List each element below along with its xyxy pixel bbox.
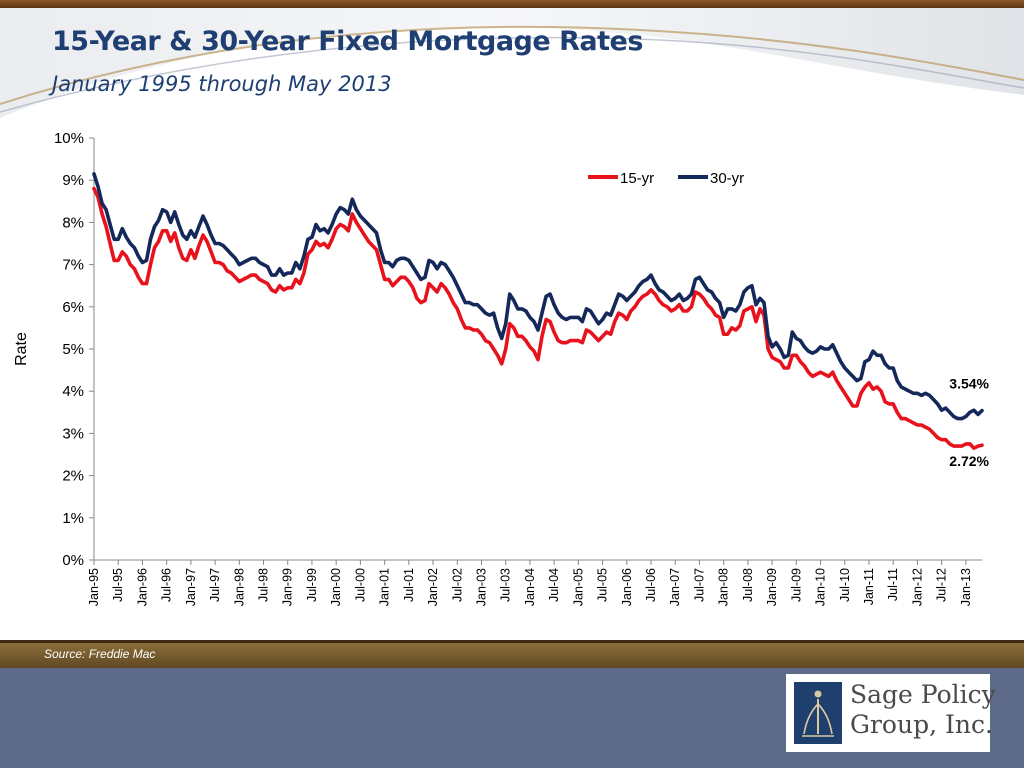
x-tick-label: Jan-95: [87, 568, 101, 606]
x-tick-label: Jul-09: [789, 568, 803, 602]
y-axis-title: Rate: [13, 332, 30, 366]
logo-line-1: Sage Policy: [850, 680, 996, 709]
x-tick-label: Jan-08: [717, 568, 731, 606]
x-tick-label: Jan-07: [668, 568, 682, 606]
legend-label-15-yr: 15-yr: [620, 170, 654, 187]
x-tick-label: Jul-11: [886, 568, 900, 601]
mortgage-rate-chart: 0% 1% 2% 3% 4% 5% 6% 7% 8% 9% 10% Rate Jan-95 Jul-95 J…: [13, 130, 990, 606]
x-tick-label: Jan-06: [620, 568, 634, 606]
end-value-label-15-yr: 2.72%: [949, 453, 989, 469]
company-logo: Sage Policy Group, Inc.: [786, 674, 996, 752]
x-tick-label: Jan-96: [135, 568, 149, 606]
y-tick-label: 5%: [62, 341, 84, 358]
x-tick-label: Jul-95: [111, 568, 125, 602]
source-note: Source: Freddie Mac: [44, 647, 156, 661]
logo-text: Sage Policy Group, Inc.: [850, 680, 996, 740]
x-tick-label: Jul-06: [644, 568, 658, 602]
x-tick-label: Jul-08: [741, 568, 755, 602]
slide-subtitle: January 1995 through May 2013: [52, 72, 392, 96]
x-tick-label: Jan-97: [184, 568, 198, 606]
x-tick-label: Jan-09: [765, 568, 779, 606]
x-tick-label: Jan-01: [378, 568, 392, 606]
x-tick-label: Jul-05: [596, 568, 610, 602]
y-tick-label: 4%: [62, 383, 84, 400]
y-tick-label: 9%: [62, 172, 84, 189]
x-tick-label: Jan-03: [474, 568, 488, 606]
y-tick-label: 2%: [62, 468, 84, 485]
x-tick-label: Jul-97: [208, 568, 222, 602]
x-tick-label: Jan-00: [329, 568, 343, 606]
logo-mark-icon: [794, 682, 842, 744]
decorative-swoosh: [0, 8, 1024, 118]
x-tick-label: Jan-13: [959, 568, 973, 606]
x-tick-label: Jul-99: [305, 568, 319, 602]
x-tick-label: Jan-10: [814, 568, 828, 606]
y-tick-label: 3%: [62, 425, 84, 442]
y-tick-label: 0%: [62, 552, 84, 569]
x-tick-label: Jul-03: [499, 568, 513, 602]
x-tick-label: Jul-12: [935, 568, 949, 602]
x-tick-label: Jul-96: [160, 568, 174, 602]
x-tick-label: Jul-98: [257, 568, 271, 602]
x-tick-label: Jan-02: [426, 568, 440, 606]
y-tick-label: 10%: [54, 130, 84, 147]
x-tick-label: Jan-99: [281, 568, 295, 606]
x-tick-label: Jul-02: [450, 568, 464, 602]
y-tick-label: 8%: [62, 214, 84, 231]
slide-title: 15-Year & 30-Year Fixed Mortgage Rates: [52, 26, 643, 57]
x-tick-label: Jul-07: [692, 568, 706, 602]
x-tick-label: Jul-01: [402, 568, 416, 602]
top-border: [0, 0, 1024, 8]
x-tick-label: Jan-05: [571, 568, 585, 606]
y-tick-label: 6%: [62, 299, 84, 316]
x-tick-label: Jul-10: [838, 568, 852, 602]
series-line-15-yr: [92, 186, 984, 451]
logo-line-2: Group, Inc.: [850, 710, 993, 739]
x-tick-label: Jul-04: [547, 568, 561, 602]
x-tick-label: Jan-04: [523, 568, 537, 606]
x-tick-label: Jan-98: [232, 568, 246, 606]
series-line-30-yr: [92, 172, 984, 421]
footer-band: [0, 640, 1024, 671]
x-tick-label: Jan-11: [862, 568, 876, 605]
y-tick-label: 7%: [62, 257, 84, 274]
x-tick-label: Jan-12: [910, 568, 924, 606]
end-value-label-30-yr: 3.54%: [949, 376, 989, 392]
y-tick-label: 1%: [62, 510, 84, 527]
legend-label-30-yr: 30-yr: [710, 170, 744, 187]
x-tick-label: Jul-00: [353, 568, 367, 602]
